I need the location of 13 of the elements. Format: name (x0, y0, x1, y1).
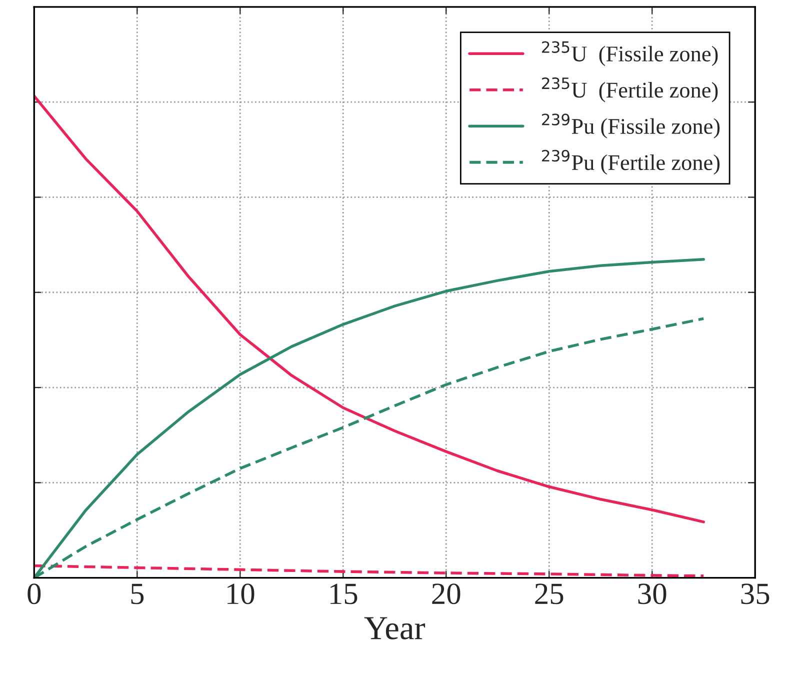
x-tick-label: 25 (535, 584, 564, 604)
x-axis-title: Year (364, 617, 426, 640)
x-tick-label: 5 (131, 584, 144, 604)
legend-label: $^{239}$Pu (Fertile zone) (542, 150, 720, 175)
x-tick-label: 10 (228, 584, 254, 604)
x-tick-label: 35 (741, 584, 770, 604)
x-tick-label: 0 (28, 584, 41, 604)
legend-label: $^{235}$U (Fertile zone) (542, 77, 718, 102)
legend-label: $^{235}$U (Fissile zone) (542, 41, 718, 66)
legend-label: $^{239}$Pu (Fissile zone) (542, 114, 720, 138)
x-tick-label: 30 (638, 584, 666, 604)
x-tick-label: 20 (432, 584, 460, 604)
x-tick-label: 15 (330, 584, 358, 604)
